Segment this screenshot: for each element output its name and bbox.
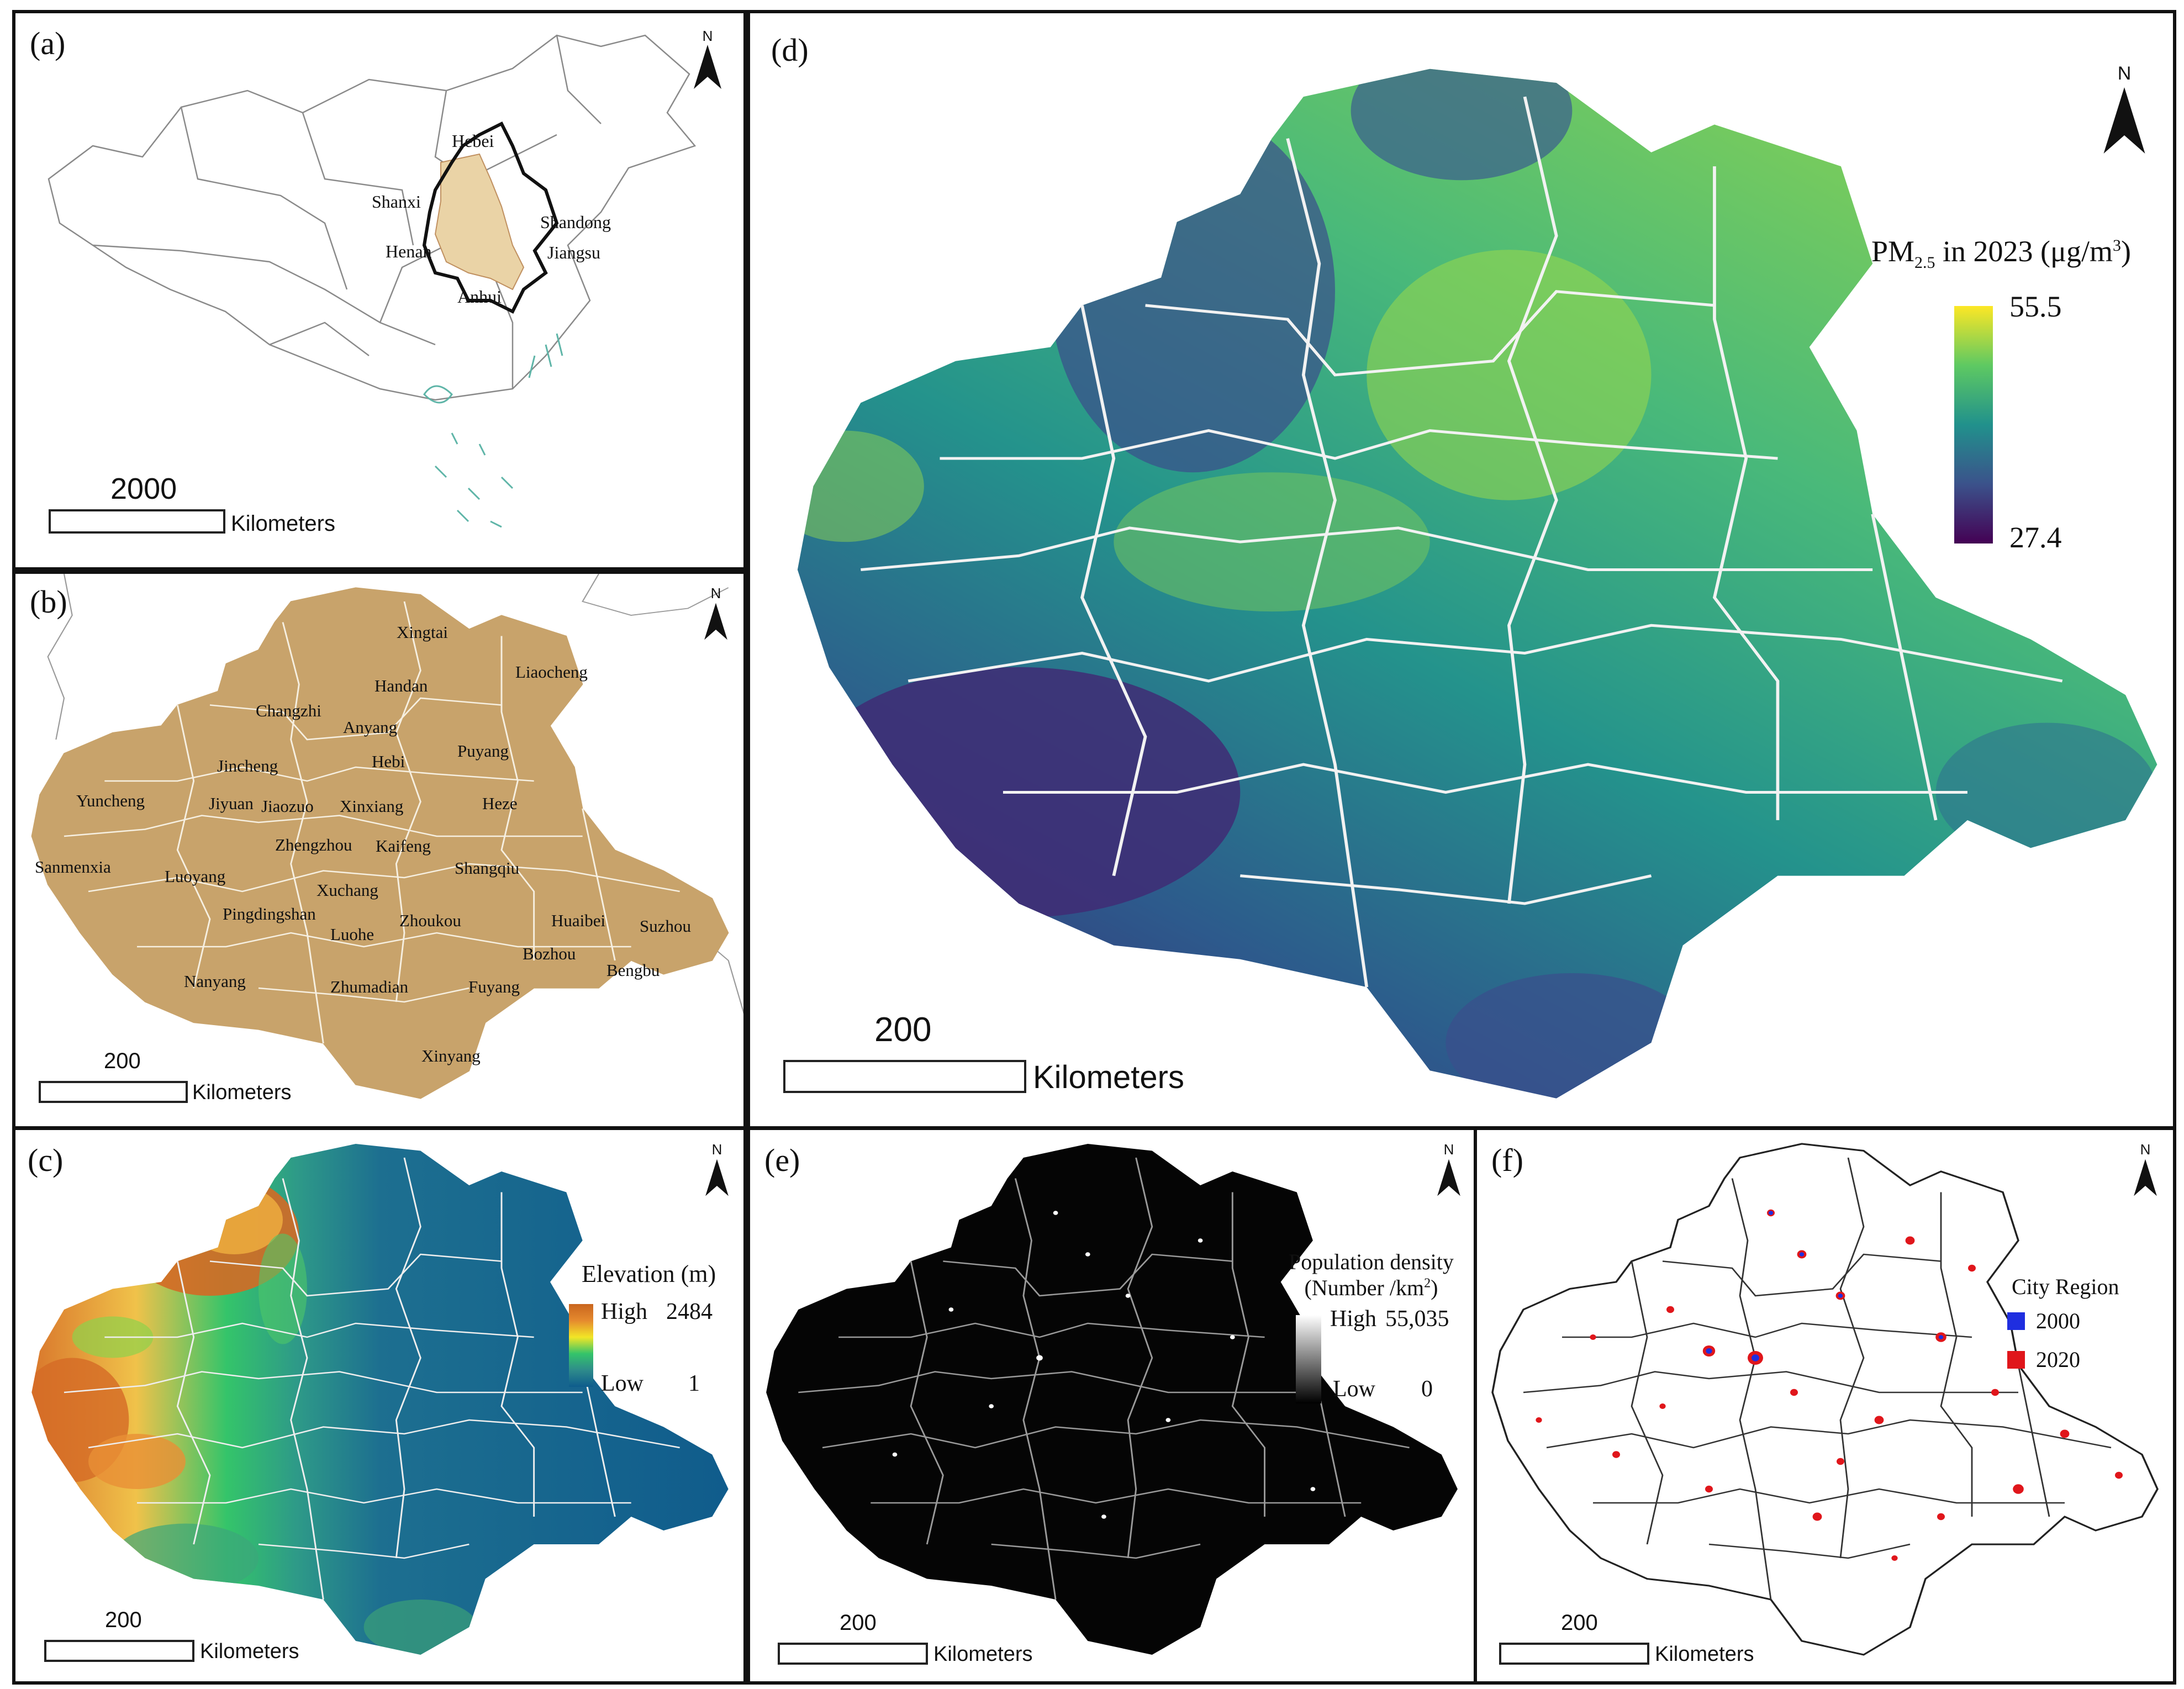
province-label-hebei: Hebei <box>452 131 494 151</box>
north-arrow: N <box>700 1141 734 1200</box>
city-label: Changzhi <box>256 701 321 720</box>
city-label: Xinxiang <box>340 796 404 816</box>
elevation-raster-map <box>31 1144 729 1655</box>
north-arrow: N <box>1432 1141 1465 1200</box>
city-label: Xinyang <box>421 1046 481 1065</box>
legend-title: Elevation (m) <box>582 1260 716 1287</box>
city-label: Bozhou <box>523 944 576 963</box>
city-label: Puyang <box>457 741 509 761</box>
city-label: Jiaozuo <box>261 796 314 816</box>
legend-title: PM2.5 in 2023 (μg/m3) <box>1871 235 2131 272</box>
city-label: Luohe <box>330 925 374 944</box>
legend-min-value: 27.4 <box>2009 521 2062 554</box>
legend-high-value: 2484 <box>666 1299 713 1324</box>
panel-label: (c) <box>28 1142 64 1178</box>
panel-a-china-location-map: (a) Hebei Shanxi Shandong Henan Jiangsu … <box>12 10 747 571</box>
legend-low-label: Low <box>1333 1376 1375 1402</box>
province-label-shandong: Shandong <box>540 212 611 232</box>
city-label: Jincheng <box>217 756 278 775</box>
north-arrow-icon <box>2134 1159 2157 1196</box>
north-arrow-icon <box>1437 1159 1460 1196</box>
city-label: Zhoukou <box>399 911 461 930</box>
city-label: Jiyuan <box>209 794 254 813</box>
panel-e-population-map: (e) Population density (Number /km2) Hig… <box>747 1127 1477 1685</box>
panel-f-city-region-map: (f) City Region 2000 2020 N 200 Kilomete… <box>1474 1127 2176 1685</box>
legend-low-value: 1 <box>688 1371 700 1396</box>
city-label: Huaibei <box>551 911 606 930</box>
north-arrow: N <box>688 28 727 92</box>
city-label: Zhengzhou <box>275 835 352 854</box>
population-color-ramp <box>1296 1315 1321 1403</box>
panel-label: (a) <box>30 25 66 61</box>
north-arrow-icon <box>694 45 721 89</box>
legend-high-value: 55,035 <box>1385 1306 1449 1332</box>
city-label: Handan <box>374 676 428 695</box>
panel-label: (d) <box>771 32 809 68</box>
city-label: Bengbu <box>606 960 660 980</box>
city-label: Kaifeng <box>376 836 431 856</box>
north-arrow: N <box>699 585 732 643</box>
legend-high-label: High <box>601 1299 647 1324</box>
city-label: Luoyang <box>165 867 226 886</box>
china-outline-map <box>48 34 697 528</box>
province-label-henan: Henan <box>386 241 432 261</box>
city-label: Nanyang <box>184 972 246 991</box>
north-arrow-icon <box>704 603 727 640</box>
legend-low-label: Low <box>601 1371 643 1396</box>
north-arrow: N <box>2129 1141 2162 1200</box>
city-region-map <box>1491 1143 2159 1656</box>
legend-swatch-2020 <box>2007 1351 2025 1369</box>
legend-label-2020: 2020 <box>2036 1347 2080 1372</box>
city-label: Heze <box>482 794 518 813</box>
city-label: Fuyang <box>468 977 520 996</box>
legend-title: Population density (Number /km2) <box>1289 1249 1454 1300</box>
city-label: Pingdingshan <box>223 904 316 923</box>
legend-label-2000: 2000 <box>2036 1308 2080 1333</box>
pm25-raster-map <box>797 68 2157 1099</box>
panel-label: (e) <box>764 1142 800 1178</box>
pm25-color-ramp <box>1954 306 1993 543</box>
legend-low-value: 0 <box>1421 1376 1433 1402</box>
panel-label: (b) <box>30 584 67 620</box>
city-label: Anyang <box>343 717 398 737</box>
north-arrow: N <box>2097 63 2152 159</box>
legend-title: City Region <box>2012 1274 2119 1299</box>
city-label: Xingtai <box>397 622 448 642</box>
north-arrow-icon <box>2103 87 2145 154</box>
city-label: Zhumadian <box>330 977 409 996</box>
elevation-color-ramp <box>569 1304 593 1387</box>
legend-max-value: 55.5 <box>2009 290 2062 323</box>
panel-label: (f) <box>1491 1142 1523 1178</box>
panel-b-city-map: (b) Xingtai Liaocheng Handan Changzhi An… <box>12 571 747 1129</box>
city-label: Sanmenxia <box>35 857 111 877</box>
city-label: Shangqiu <box>455 858 520 878</box>
population-raster-map <box>766 1144 1458 1655</box>
city-label: Hebi <box>372 752 405 771</box>
city-label: Xuchang <box>316 880 378 900</box>
province-label-anhui: Anhui <box>457 287 502 307</box>
north-arrow-icon <box>705 1159 729 1196</box>
panel-c-elevation-map: (c) Elevation (m) High 2 <box>12 1127 747 1685</box>
city-label: Suzhou <box>640 916 691 936</box>
panel-d-pm25-map: (d) N PM2.5 in 2023 <box>747 10 2176 1129</box>
province-label-shanxi: Shanxi <box>372 192 421 212</box>
province-label-jiangsu: Jiangsu <box>547 242 600 262</box>
city-label: Yuncheng <box>76 791 145 810</box>
legend-swatch-2000 <box>2007 1312 2025 1330</box>
legend-high-label: High <box>1330 1306 1376 1332</box>
study-region-cities-map <box>31 574 743 1099</box>
city-label: Liaocheng <box>515 662 588 682</box>
